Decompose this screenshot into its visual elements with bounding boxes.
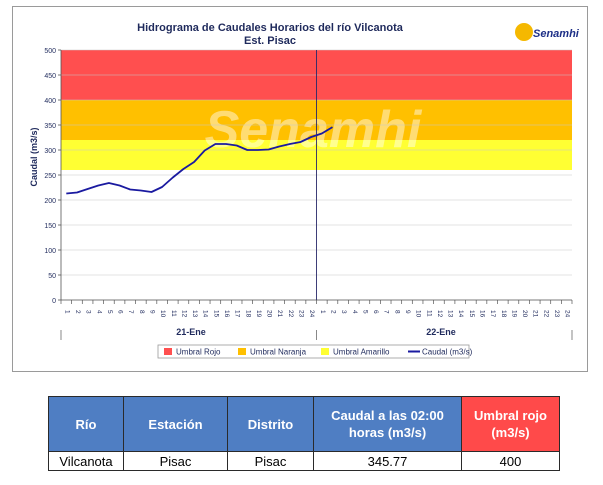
chart-legend: Umbral Rojo Umbral Naranja Umbral Amarillo… (157, 344, 473, 359)
x-tick-label: 6 (117, 310, 124, 314)
day-label-21-ene: 21-Ene (176, 327, 206, 337)
y-tick-label: 250 (44, 173, 56, 180)
x-tick-label: 21 (532, 310, 539, 318)
hydrograph-chart: Hidrograma de Caudales Horarios del río … (29, 22, 580, 359)
x-tick-label: 5 (361, 310, 368, 314)
x-tick-label: 11 (170, 310, 177, 317)
cell-umbral-rojo: 400 (461, 451, 560, 471)
legend-label-umbral-rojo: Umbral Rojo (176, 348, 221, 357)
x-tick-label: 12 (180, 310, 187, 318)
logo-text: Senamhi (533, 28, 580, 40)
y-tick-label: 450 (44, 73, 56, 80)
header-rio: Río (48, 396, 124, 452)
x-tick-label: 1 (319, 310, 326, 314)
cell-rio: Vilcanota (48, 451, 124, 471)
header-distrito: Distrito (227, 396, 314, 452)
x-tick-label: 8 (138, 310, 145, 314)
x-tick-label: 5 (106, 310, 113, 314)
x-tick-label: 10 (159, 310, 166, 318)
x-tick-label: 19 (255, 310, 262, 318)
y-tick-label: 400 (44, 98, 56, 105)
x-tick-label: 7 (383, 310, 390, 314)
x-tick-label: 21 (276, 310, 283, 318)
x-tick-label: 22 (542, 310, 549, 318)
x-tick-label: 4 (95, 310, 102, 314)
cell-distrito: Pisac (227, 451, 314, 471)
x-tick-label: 16 (479, 310, 486, 318)
cell-caudal: 345.77 (313, 451, 462, 471)
x-tick-label: 14 (202, 310, 209, 318)
legend-label-umbral-naranja: Umbral Naranja (250, 348, 307, 357)
x-tick-label: 7 (127, 310, 134, 314)
x-tick-label: 10 (415, 310, 422, 318)
y-tick-label: 500 (44, 48, 56, 55)
legend-label-caudal-m3-s: Caudal (m3/s) (422, 348, 473, 357)
y-tick-label: 100 (44, 248, 56, 255)
cell-estacion: Pisac (123, 451, 228, 471)
x-tick-label: 24 (564, 310, 571, 318)
x-tick-label: 9 (404, 310, 411, 314)
x-tick-label: 2 (329, 310, 336, 314)
y-tick-label: 150 (44, 223, 56, 230)
x-tick-label: 20 (521, 310, 528, 318)
legend-frame (157, 344, 470, 359)
x-tick-label: 6 (372, 310, 379, 314)
hydrograph-chart-panel: Hidrograma de Caudales Horarios del río … (12, 6, 588, 372)
x-tick-label: 16 (223, 310, 230, 318)
x-tick-label: 17 (489, 310, 496, 318)
x-tick-label: 9 (148, 310, 155, 314)
header-caudal: Caudal a las 02:00 horas (m3/s) (313, 396, 462, 452)
table-header-row: Río Estación Distrito Caudal a las 02:00… (48, 396, 560, 452)
x-tick-label: 23 (298, 310, 305, 318)
x-tick-label: 2 (74, 310, 81, 314)
x-tick-label: 17 (234, 310, 241, 318)
x-tick-label: 15 (212, 310, 219, 318)
y-tick-label: 350 (44, 123, 56, 130)
senamhi-logo: Senamhi (515, 23, 580, 41)
x-tick-label: 15 (468, 310, 475, 318)
legend-swatch-umbral-rojo (164, 348, 172, 355)
legend-swatch-umbral-amarillo (321, 348, 329, 355)
legend-swatch-umbral-naranja (238, 348, 246, 355)
x-tick-label: 13 (191, 310, 198, 318)
x-tick-label: 20 (266, 310, 273, 318)
x-tick-label: 11 (425, 310, 432, 317)
x-tick-label: 14 (457, 310, 464, 318)
x-tick-label: 24 (308, 310, 315, 318)
x-tick-label: 3 (340, 310, 347, 314)
flow-summary-table: Río Estación Distrito Caudal a las 02:00… (48, 396, 560, 471)
x-tick-label: 4 (351, 310, 358, 314)
x-tick-label: 1 (63, 310, 70, 314)
chart-subtitle: Est. Pisac (244, 35, 296, 47)
day-label-22-ene: 22-Ene (426, 327, 456, 337)
senamhi-watermark: Senamhi (205, 101, 423, 159)
x-tick-label: 22 (287, 310, 294, 318)
x-tick-label: 3 (85, 310, 92, 314)
caudal-series-line (66, 126, 333, 195)
x-tick-label: 18 (244, 310, 251, 318)
y-axis-label: Caudal (m3/s) (29, 127, 39, 186)
x-tick-label: 23 (553, 310, 560, 318)
y-tick-label: 200 (44, 198, 56, 205)
y-tick-label: 0 (52, 298, 56, 305)
x-tick-label: 19 (510, 310, 517, 318)
x-tick-label: 13 (447, 310, 454, 318)
sun-icon (515, 23, 533, 41)
y-tick-label: 50 (48, 273, 56, 280)
x-tick-label: 12 (436, 310, 443, 318)
x-tick-label: 18 (500, 310, 507, 318)
header-estacion: Estación (123, 396, 228, 452)
header-umbral-rojo: Umbral rojo (m3/s) (461, 396, 560, 452)
legend-label-umbral-amarillo: Umbral Amarillo (333, 348, 390, 357)
y-tick-label: 300 (44, 148, 56, 155)
table-row: Vilcanota Pisac Pisac 345.77 400 (48, 451, 560, 471)
chart-title: Hidrograma de Caudales Horarios del río … (137, 22, 404, 34)
x-tick-label: 8 (393, 310, 400, 314)
